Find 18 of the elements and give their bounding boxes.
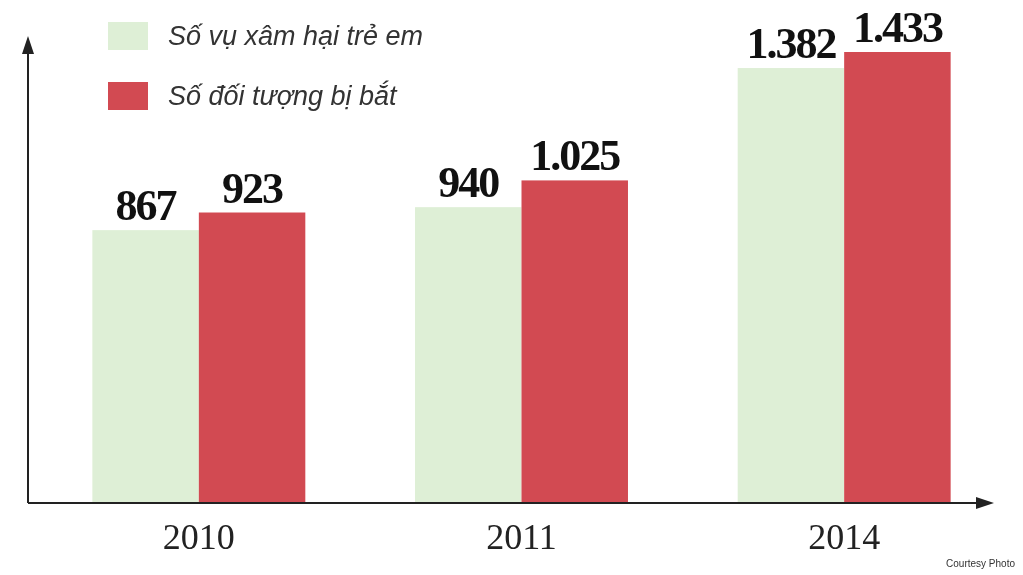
- data-label: 940: [438, 158, 500, 208]
- data-label: 1.433: [852, 3, 943, 52]
- bar: [737, 68, 845, 503]
- legend-label: Số vụ xâm hại trẻ em: [168, 21, 424, 51]
- bar: [521, 180, 628, 503]
- x-tick-label: 2010: [162, 517, 235, 557]
- data-label: 1.025: [530, 131, 621, 181]
- data-label: 867: [115, 181, 177, 231]
- data-label: 1.382: [746, 19, 837, 69]
- x-tick-label: 2011: [486, 517, 557, 557]
- x-tick-label: 2014: [808, 517, 881, 557]
- text: Courtesy Photo: [946, 558, 1016, 569]
- bar: [844, 52, 951, 503]
- data-label: 923: [222, 163, 284, 213]
- bar: [415, 207, 522, 503]
- bar: [198, 212, 306, 503]
- legend-label: Số đối tượng bị bắt: [168, 80, 399, 111]
- bar: [92, 230, 199, 503]
